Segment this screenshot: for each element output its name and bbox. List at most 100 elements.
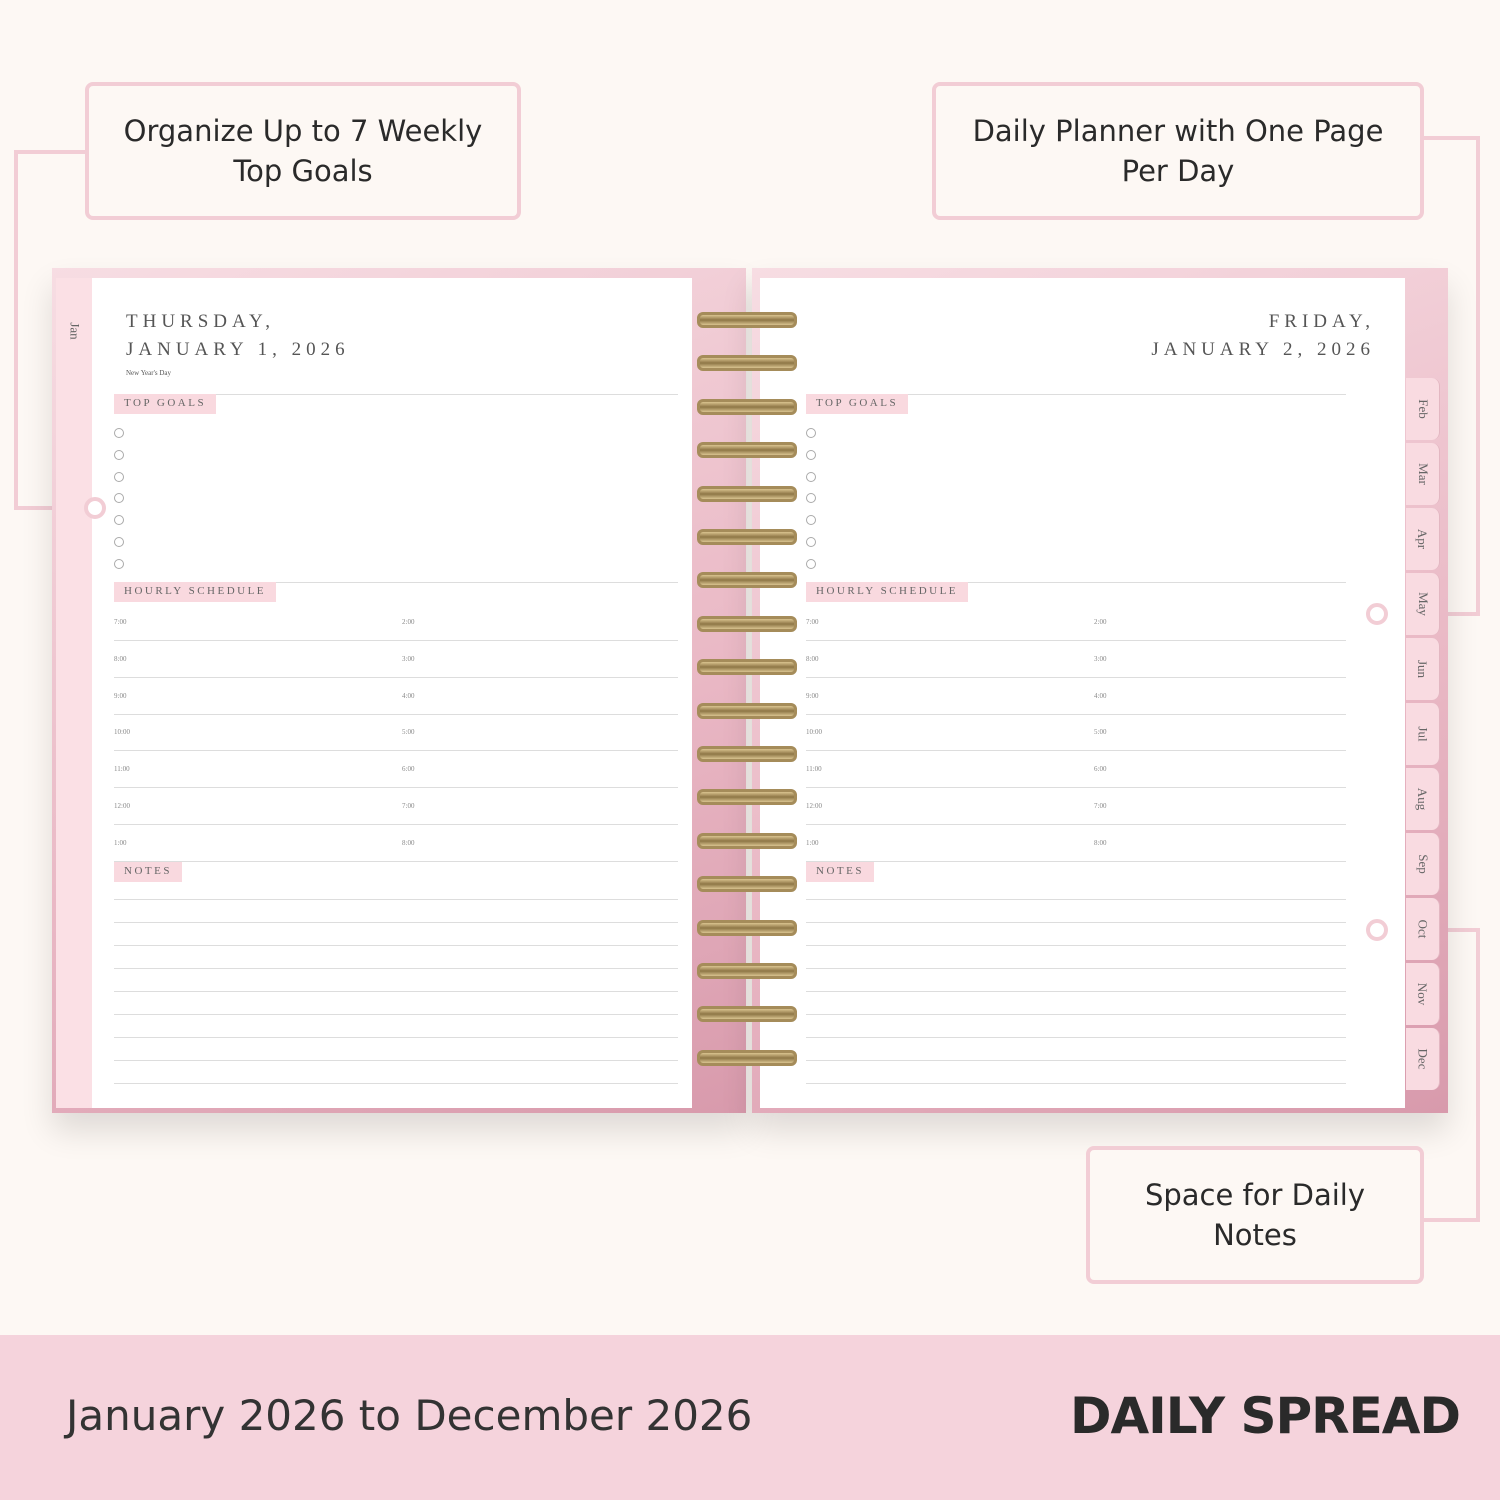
notes-line: [806, 1060, 1346, 1061]
tab-label: Jul: [1415, 726, 1431, 742]
notes-line: [806, 922, 1346, 923]
callout-text: Organize Up to 7 Weekly Top Goals: [123, 114, 483, 188]
notes-line: [806, 1083, 1346, 1084]
time-label: 3:00: [1094, 654, 1107, 663]
goal-checkbox[interactable]: [806, 493, 816, 504]
spiral-ring: [697, 442, 797, 459]
notes-line: [114, 1037, 678, 1038]
spiral-ring: [697, 355, 797, 372]
schedule-line: [114, 824, 678, 825]
time-label: 7:00: [114, 618, 127, 626]
notes-line: [114, 899, 678, 900]
month-tab-feb[interactable]: Feb: [1406, 378, 1440, 440]
spiral-ring: [697, 312, 797, 328]
tab-label: Aug: [1415, 787, 1431, 811]
spiral-ring: [697, 746, 797, 762]
spiral-ring: [697, 615, 797, 632]
time-label: 9:00: [114, 691, 127, 700]
month-tab-sep[interactable]: Sep: [1406, 833, 1440, 895]
time-label: 11:00: [114, 765, 130, 774]
connector-line: [1476, 136, 1480, 616]
time-label: 2:00: [402, 618, 415, 626]
connector-line: [16, 150, 86, 154]
time-label: 6:00: [402, 765, 415, 774]
notes-line: [806, 968, 1346, 969]
goal-checkbox[interactable]: [806, 558, 816, 569]
notes-line: [114, 945, 678, 946]
goal-checkbox[interactable]: [806, 449, 816, 460]
section-label-top-goals: TOP GOALS: [806, 394, 909, 414]
time-label: 7:00: [806, 618, 819, 626]
goal-checkbox[interactable]: [806, 515, 816, 526]
tab-label: Mar: [1415, 463, 1431, 485]
time-label: 8:00: [114, 654, 127, 663]
spiral-ring: [697, 659, 797, 676]
weekday-heading: FRIDAY, JANUARY 2, 2026: [1151, 308, 1375, 364]
schedule-line: [114, 860, 678, 862]
spiral-ring: [697, 789, 797, 806]
notes-line: [806, 945, 1346, 946]
month-tab-nov[interactable]: Nov: [1406, 963, 1440, 1025]
callout-pointer-dot: [84, 497, 106, 519]
tab-label: Feb: [1415, 399, 1431, 419]
divider: [114, 394, 678, 395]
month-tab-jun[interactable]: Jun: [1406, 638, 1440, 700]
schedule-line: [806, 640, 1346, 641]
goal-checkbox[interactable]: [114, 537, 124, 547]
month-tab-mar[interactable]: Mar: [1406, 443, 1440, 505]
section-label-hourly: HOURLY SCHEDULE: [806, 582, 969, 602]
schedule-line: [114, 640, 678, 641]
holiday: New Year's Day: [126, 369, 172, 377]
time-label: 10:00: [806, 728, 822, 737]
divider: [806, 394, 1346, 395]
goal-checkbox[interactable]: [114, 558, 124, 569]
schedule-line: [114, 750, 678, 752]
goal-checkbox[interactable]: [806, 471, 816, 482]
time-label: 3:00: [402, 654, 415, 663]
month-tab-jul[interactable]: Jul: [1406, 703, 1440, 765]
section-label-top-goals: TOP GOALS: [114, 394, 217, 414]
tab-label: Oct: [1415, 919, 1431, 939]
left-page: THURSDAY, JANUARY 1, 2026 New Year's Day …: [92, 278, 692, 1108]
month-tab-aug[interactable]: Aug: [1406, 768, 1440, 830]
time-label: 8:00: [402, 838, 415, 847]
connector-line: [14, 150, 18, 510]
tab-label: Jun: [1415, 659, 1431, 679]
month-tab-jan[interactable]: Jan: [68, 322, 83, 340]
notes-line: [806, 1014, 1346, 1015]
schedule-line: [114, 787, 678, 789]
time-label: 7:00: [1094, 802, 1107, 810]
goal-checkbox[interactable]: [114, 428, 124, 438]
jan-tab-strip: [56, 278, 92, 1108]
time-label: 5:00: [1094, 728, 1107, 737]
notes-line: [806, 991, 1346, 992]
date-range: January 2026 to December 2026: [66, 1391, 753, 1440]
date: JANUARY 1, 2026: [126, 339, 350, 360]
spiral-ring: [697, 1006, 797, 1023]
notes-line: [806, 899, 1346, 900]
time-label: 12:00: [114, 802, 130, 810]
goal-checkbox[interactable]: [114, 471, 124, 482]
time-label: 11:00: [806, 765, 822, 774]
spiral-ring: [697, 832, 797, 849]
connector-line: [1420, 136, 1480, 140]
goal-checkbox[interactable]: [114, 449, 124, 460]
spiral-ring: [697, 919, 797, 936]
callout-daily-planner: Daily Planner with One Page Per Day: [932, 82, 1424, 220]
section-label-notes: NOTES: [806, 862, 874, 882]
weekday: FRIDAY,: [1268, 311, 1375, 332]
goal-checkbox[interactable]: [806, 537, 816, 547]
month-tab-may[interactable]: May: [1406, 573, 1440, 635]
time-label: 9:00: [806, 691, 819, 700]
time-label: 5:00: [402, 728, 415, 737]
spiral-ring: [697, 963, 797, 979]
month-tab-apr[interactable]: Apr: [1406, 508, 1440, 570]
goal-checkbox[interactable]: [114, 493, 124, 504]
callout-text: Daily Planner with One Page Per Day: [972, 114, 1384, 188]
schedule-line: [806, 750, 1346, 752]
goal-checkbox[interactable]: [114, 515, 124, 526]
month-tab-dec[interactable]: Dec: [1406, 1028, 1440, 1090]
month-tab-oct[interactable]: Oct: [1406, 898, 1440, 960]
goal-checkbox[interactable]: [806, 428, 816, 438]
time-label: 8:00: [806, 654, 819, 663]
